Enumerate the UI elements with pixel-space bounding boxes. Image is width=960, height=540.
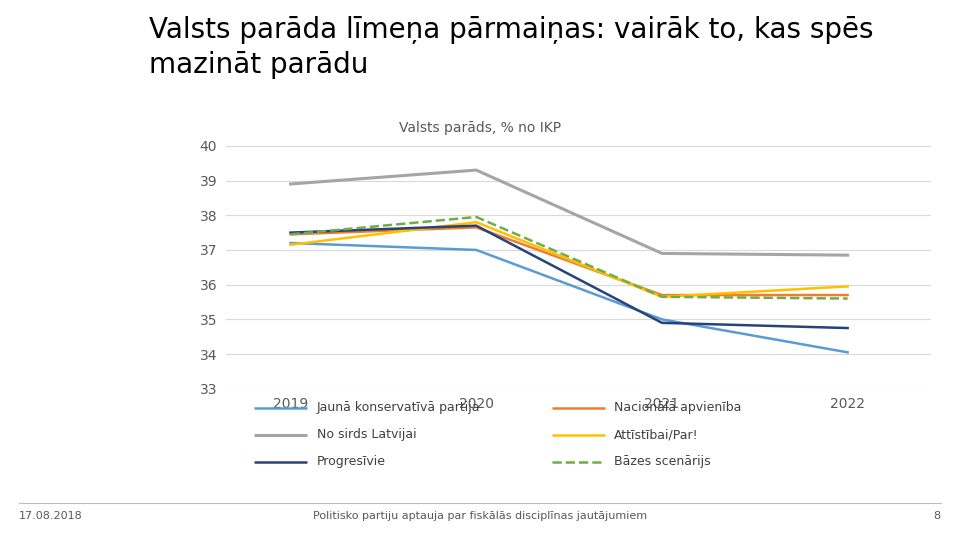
Text: 17.08.2018: 17.08.2018	[19, 511, 83, 521]
Text: Valsts parāda līmeņa pārmaiņas: vairāk to, kas spēs
mazināt parādu: Valsts parāda līmeņa pārmaiņas: vairāk t…	[149, 16, 874, 79]
Text: No sirds Latvijai: No sirds Latvijai	[317, 428, 417, 441]
Text: 8: 8	[934, 511, 941, 521]
Text: Nacionālā apvienība: Nacionālā apvienība	[614, 401, 742, 414]
Text: Jaunā konservatīvā partija: Jaunā konservatīvā partija	[317, 401, 480, 414]
Text: Bāzes scenārijs: Bāzes scenārijs	[614, 455, 711, 468]
Text: Progresīvie: Progresīvie	[317, 455, 386, 468]
Text: Valsts parāds, % no IKP: Valsts parāds, % no IKP	[399, 121, 561, 135]
Text: Politisko partiju aptauja par fiskālās disciplīnas jautājumiem: Politisko partiju aptauja par fiskālās d…	[313, 511, 647, 521]
Text: Attīstībai/Par!: Attīstībai/Par!	[614, 428, 699, 441]
